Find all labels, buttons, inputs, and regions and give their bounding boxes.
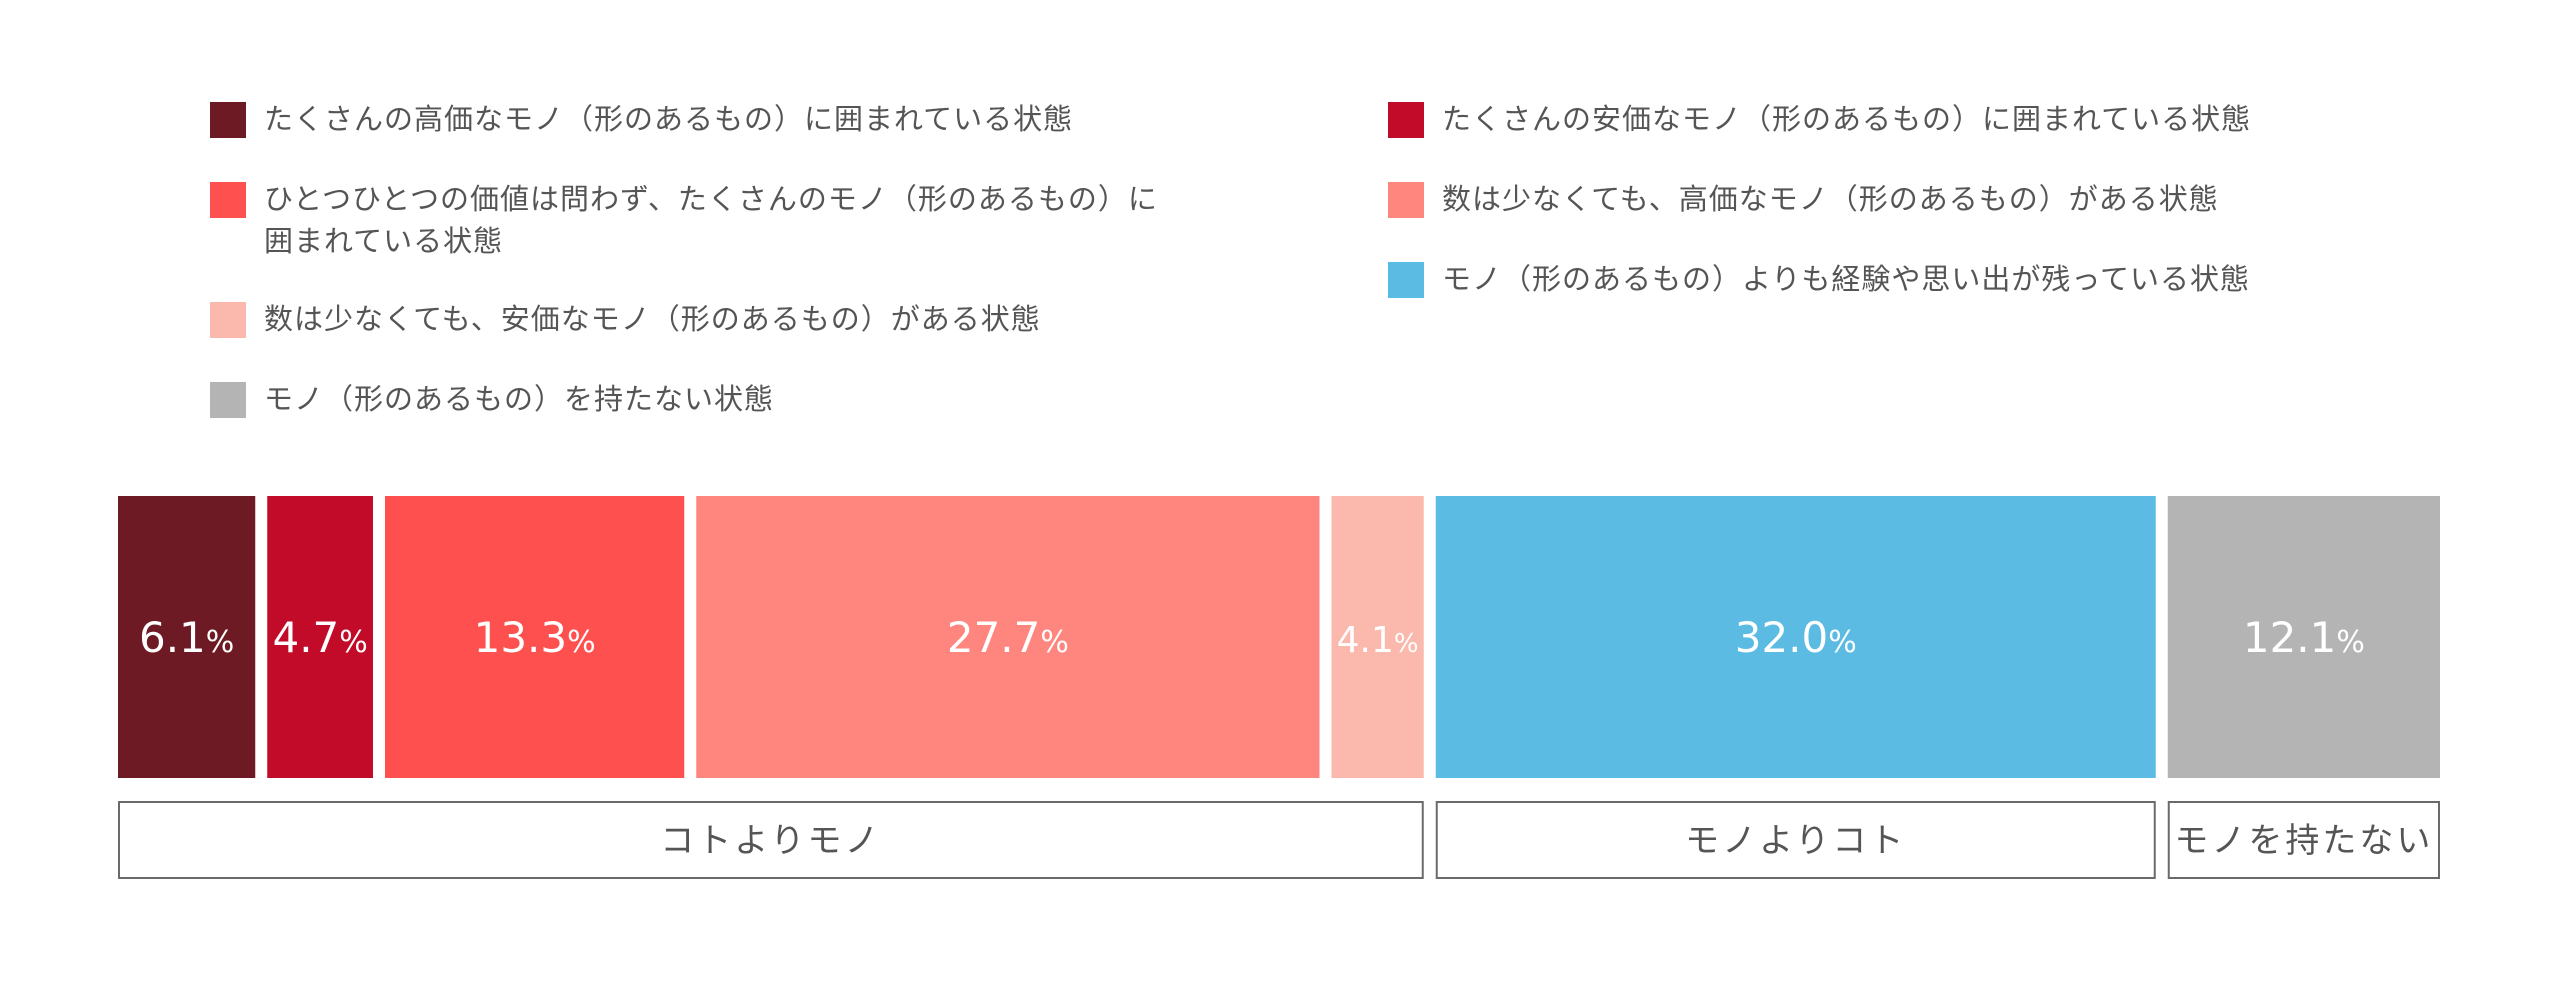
legend-item: 数は少なくても、安価なモノ（形のあるもの）がある状態	[210, 298, 1041, 340]
data-label-unit: %	[1828, 625, 1857, 660]
data-label-value: 32.0	[1735, 613, 1829, 662]
data-label: 12.1%	[2243, 613, 2365, 662]
legend-swatch	[210, 302, 246, 338]
data-label: 4.1%	[1337, 620, 1419, 661]
data-label-value: 4.7	[272, 613, 339, 662]
legend-swatch	[210, 182, 246, 218]
bar-segment	[118, 496, 256, 778]
legend-swatch	[1388, 102, 1424, 138]
legend-swatch	[1388, 262, 1424, 298]
legend-label: 数は少なくても、高価なモノ（形のあるもの）がある状態	[1442, 182, 2219, 216]
data-label: 4.7%	[272, 613, 367, 662]
data-label-unit: %	[1040, 625, 1069, 660]
data-label-unit: %	[567, 625, 596, 660]
bar-segment	[1435, 496, 2156, 778]
group-label: モノよりコト	[1685, 821, 1906, 861]
group-label: コトよりモノ	[660, 821, 881, 861]
bar-segment	[385, 496, 685, 778]
legend-item: たくさんの高価なモノ（形のあるもの）に囲まれている状態	[210, 98, 1073, 140]
bar-segment	[267, 496, 373, 778]
bar-segment	[696, 496, 1320, 778]
data-label: 6.1%	[139, 613, 234, 662]
legend-item: たくさんの安価なモノ（形のあるもの）に囲まれている状態	[1388, 98, 2251, 140]
legend-label: 数は少なくても、安価なモノ（形のあるもの）がある状態	[264, 302, 1041, 336]
legend-label: たくさんの安価なモノ（形のあるもの）に囲まれている状態	[1442, 102, 2252, 136]
data-label-unit: %	[2336, 625, 2365, 660]
group-box	[1435, 801, 2156, 879]
legend-label: モノ（形のあるもの）よりも経験や思い出が残っている状態	[1442, 262, 2250, 296]
group-box	[2167, 801, 2440, 879]
data-label-unit: %	[339, 625, 368, 660]
data-label-value: 12.1	[2243, 613, 2337, 662]
data-label: 32.0%	[1735, 613, 1857, 662]
legend-item: 数は少なくても、高価なモノ（形のあるもの）がある状態	[1388, 178, 2219, 220]
data-label-value: 27.7	[947, 613, 1041, 662]
legend-swatch	[210, 102, 246, 138]
legend-swatch	[1388, 182, 1424, 218]
legend-item: モノ（形のあるもの）よりも経験や思い出が残っている状態	[1388, 258, 2250, 300]
data-label-value: 6.1	[139, 613, 206, 662]
bar-segment	[2167, 496, 2440, 778]
legend-label: ひとつひとつの価値は問わず、たくさんのモノ（形のあるもの）に 囲まれている状態	[264, 182, 1158, 258]
legend-swatch	[210, 382, 246, 418]
legend-label: モノ（形のあるもの）を持たない状態	[264, 382, 775, 416]
data-label-value: 13.3	[474, 613, 568, 662]
legend-item: ひとつひとつの価値は問わず、たくさんのモノ（形のあるもの）に 囲まれている状態	[210, 178, 1158, 262]
data-label: 13.3%	[474, 613, 596, 662]
legend-label: たくさんの高価なモノ（形のあるもの）に囲まれている状態	[264, 102, 1074, 136]
data-label: 27.7%	[947, 613, 1069, 662]
group-box	[118, 801, 1424, 879]
group-label: モノを持たない	[2174, 821, 2433, 861]
legend-item: モノ（形のあるもの）を持たない状態	[210, 378, 774, 420]
bar-segment	[1331, 496, 1424, 778]
data-label-unit: %	[206, 625, 235, 660]
data-label-value: 4.1	[1337, 620, 1394, 661]
data-label-unit: %	[1394, 629, 1419, 659]
